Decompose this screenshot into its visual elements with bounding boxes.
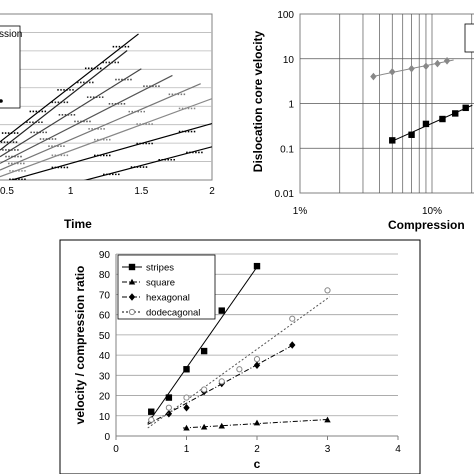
data-point xyxy=(218,378,225,385)
data-point xyxy=(165,404,172,411)
data-point xyxy=(183,394,190,401)
time-chart-panel: ssion 0.5 1 1.5 2 Time xyxy=(0,13,215,231)
data-point xyxy=(462,104,469,112)
x-tick-label: 0.5 xyxy=(0,186,14,197)
y-axis-label: velocity / compression ratio xyxy=(73,266,87,425)
legend-marker xyxy=(128,293,136,301)
x-tick-label: 1% xyxy=(293,206,308,217)
trend-line xyxy=(0,68,142,158)
legend-label: hexagonal xyxy=(146,293,190,304)
data-point xyxy=(408,131,415,138)
data-point xyxy=(200,347,208,355)
y-tick-label: 40 xyxy=(99,351,111,362)
data-point xyxy=(439,115,446,123)
data-point xyxy=(253,262,261,270)
legend-label: square xyxy=(146,278,175,289)
trend-line xyxy=(0,98,212,178)
data-point xyxy=(253,419,261,426)
trend-line xyxy=(147,296,330,429)
y-tick-label: 90 xyxy=(99,250,111,261)
data-point xyxy=(200,423,208,430)
x-axis-label: Compression xyxy=(388,218,465,232)
y-tick-label: 80 xyxy=(99,270,111,281)
data-point xyxy=(434,59,441,68)
data-point xyxy=(201,386,208,393)
y-tick-label: 50 xyxy=(99,331,111,342)
y-tick-label: 20 xyxy=(99,392,111,403)
data-point xyxy=(253,356,261,363)
data-point xyxy=(324,416,331,423)
plot-frame xyxy=(0,13,213,181)
y-tick-label: 10 xyxy=(99,412,111,423)
x-tick-label: 2 xyxy=(254,444,260,455)
x-tick-label: 1 xyxy=(184,444,190,455)
data-point xyxy=(408,64,415,73)
y-axis-label: Dislocation core velocity xyxy=(251,30,265,172)
y-tick-label: 100 xyxy=(277,10,294,21)
x-tick-label: 2 xyxy=(209,186,215,197)
data-point xyxy=(165,409,173,418)
legend-label: stripes xyxy=(146,263,174,274)
x-axis-label: Time xyxy=(64,217,92,231)
legend-marker xyxy=(0,99,3,103)
trend-line xyxy=(0,50,128,151)
legend-marker xyxy=(128,308,136,316)
data-point xyxy=(389,68,396,76)
y-tick-label: 0 xyxy=(104,432,110,443)
data-point xyxy=(236,366,243,373)
legend-marker xyxy=(128,278,136,285)
data-point xyxy=(183,424,190,431)
data-point xyxy=(253,361,261,370)
legend-title: ssion xyxy=(0,29,22,40)
legend-box xyxy=(0,25,21,109)
series-group xyxy=(0,33,212,180)
data-point xyxy=(422,62,430,71)
data-point xyxy=(324,287,331,294)
legend-label: dodecagonal xyxy=(146,308,200,319)
x-tick-label: 3 xyxy=(325,444,331,455)
trend-line xyxy=(0,33,139,143)
x-tick-label: 1.5 xyxy=(134,186,148,197)
data-point xyxy=(183,403,190,412)
legend-marker xyxy=(128,263,136,271)
x-tick-label: 10% xyxy=(422,206,442,217)
trend-line xyxy=(0,83,201,171)
data-point xyxy=(389,137,396,144)
legend-box xyxy=(464,23,474,53)
ratio-chart-panel: 0 10 20 30 40 50 60 70 80 90 0 1 2 3 4 stripes square hex… xyxy=(59,239,421,474)
x-axis-label: c xyxy=(254,457,261,471)
data-point xyxy=(422,120,430,128)
x-tick-label: 4 xyxy=(395,444,401,455)
y-tick-label: 60 xyxy=(99,311,111,322)
data-point xyxy=(452,110,459,117)
data-point xyxy=(370,72,377,81)
data-point xyxy=(218,422,225,429)
velocity-chart-panel: 0.01 0.1 1 10 100 1% 10%Compression Dislocation… xyxy=(251,10,474,232)
data-point xyxy=(148,416,155,423)
data-point xyxy=(148,408,155,415)
x-tick-label: 0 xyxy=(113,444,119,455)
y-tick-label: 10 xyxy=(283,55,295,66)
trend-line xyxy=(83,146,212,180)
y-tick-label: 1 xyxy=(288,100,294,111)
y-tick-label: 30 xyxy=(99,371,111,382)
y-tick-label: 70 xyxy=(99,290,111,301)
y-tick-label: 0.1 xyxy=(280,144,294,155)
trend-line xyxy=(0,74,173,164)
trend-line xyxy=(9,122,212,180)
data-point xyxy=(443,56,451,65)
y-tick-label: 0.01 xyxy=(275,189,295,200)
data-point xyxy=(289,341,296,349)
chart-border xyxy=(59,239,421,474)
trend-line xyxy=(389,104,473,143)
data-point xyxy=(165,394,173,401)
data-point xyxy=(218,307,225,314)
data-point xyxy=(183,366,190,373)
x-tick-label: 1 xyxy=(68,186,74,197)
data-point xyxy=(289,315,296,322)
